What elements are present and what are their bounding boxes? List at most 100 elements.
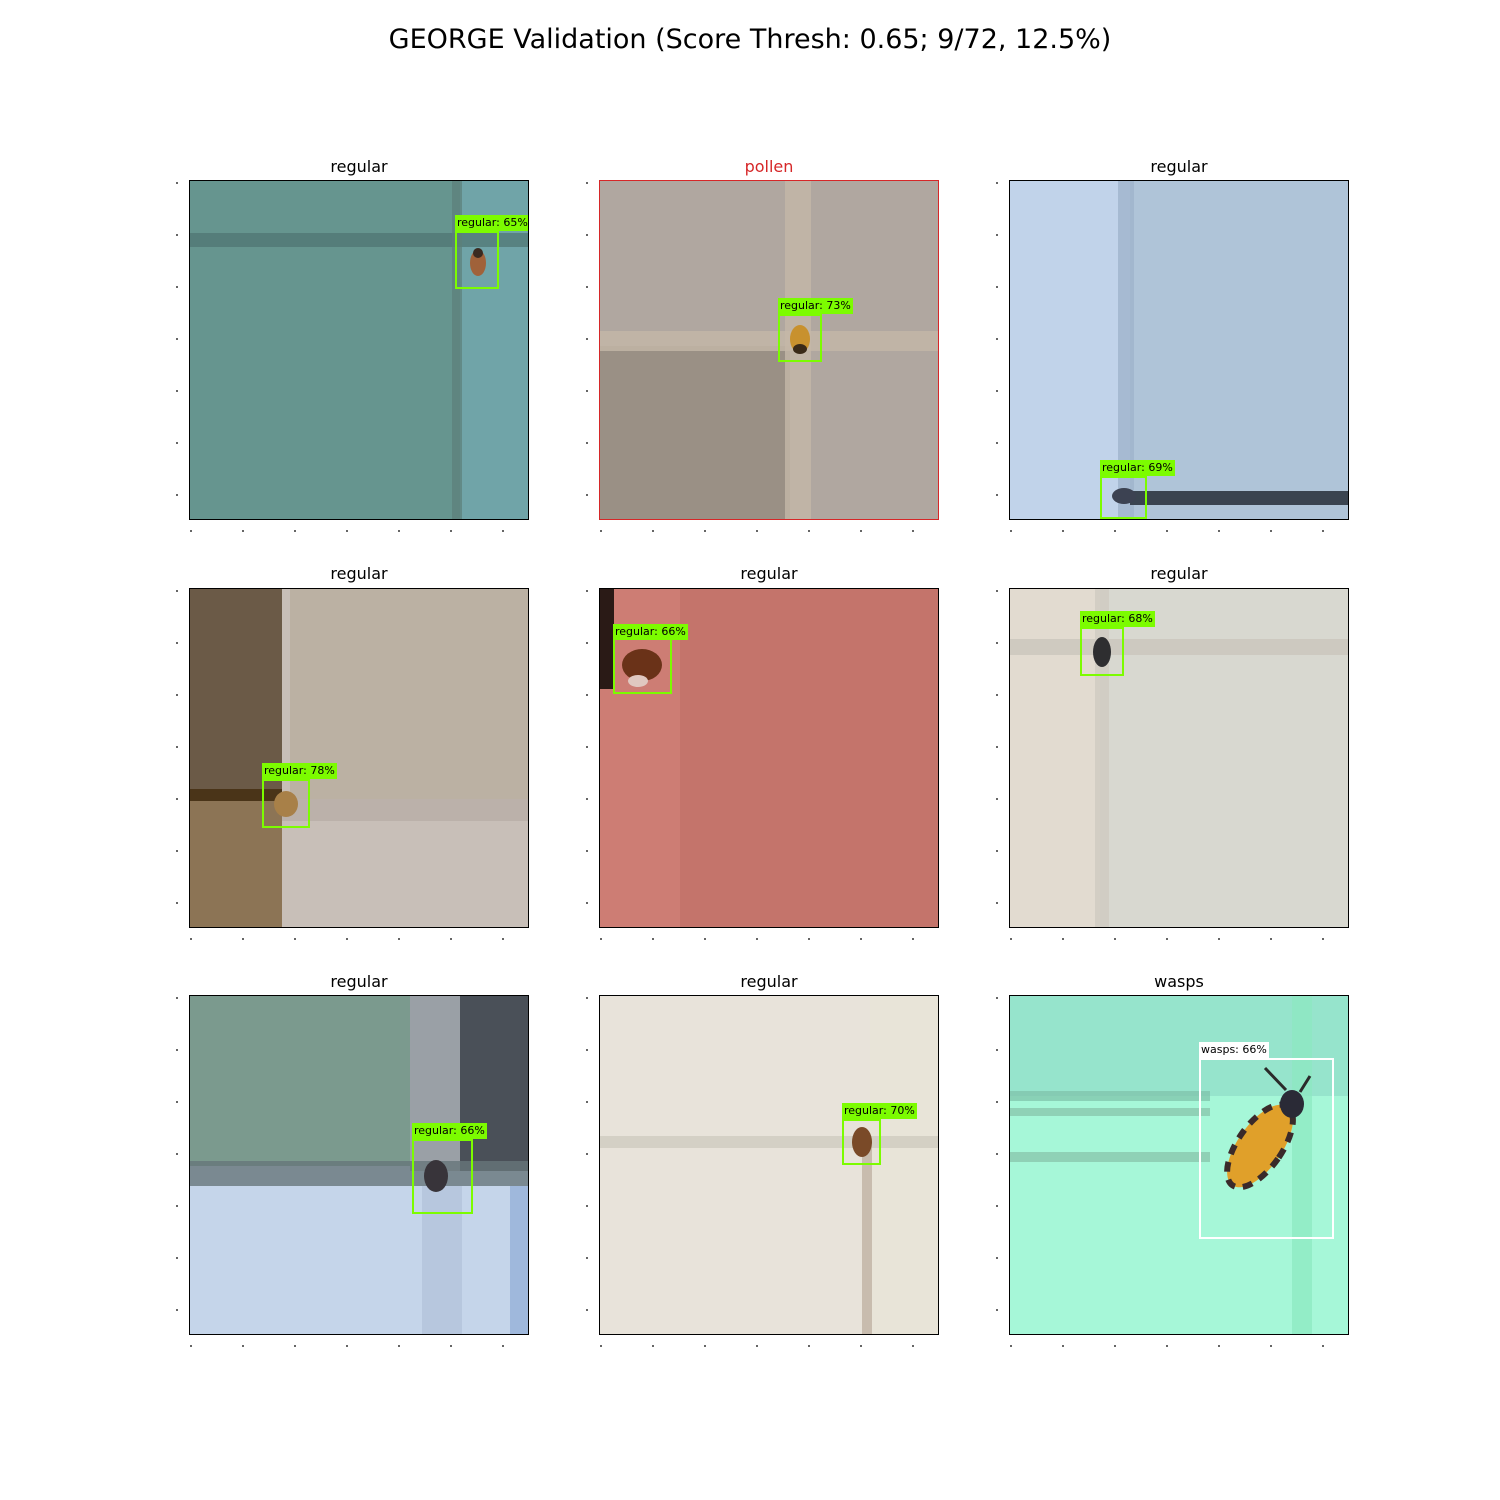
y-tick: [996, 798, 998, 800]
x-tick: [346, 530, 348, 532]
panel-2-title: pollen: [744, 157, 794, 176]
x-tick: [1218, 938, 1220, 940]
x-tick: [912, 530, 914, 532]
x-tick: [190, 1345, 192, 1347]
y-tick: [586, 442, 588, 444]
x-tick: [600, 938, 602, 940]
x-tick: [1218, 530, 1220, 532]
y-tick: [176, 182, 178, 184]
y-tick: [996, 1205, 998, 1207]
detection-box: [1080, 627, 1124, 676]
y-tick: [176, 694, 178, 696]
x-tick: [294, 938, 296, 940]
x-tick: [242, 1345, 244, 1347]
y-tick: [176, 1309, 178, 1311]
y-tick: [586, 902, 588, 904]
x-tick: [1322, 938, 1324, 940]
y-tick: [176, 442, 178, 444]
x-tick: [808, 1345, 810, 1347]
y-tick: [176, 902, 178, 904]
x-tick: [190, 938, 192, 940]
x-tick: [190, 530, 192, 532]
y-tick: [586, 286, 588, 288]
panel-4-image: regular: 78%: [189, 588, 529, 928]
y-tick: [996, 1049, 998, 1051]
detection-label: regular: 65%: [455, 215, 528, 231]
y-tick: [996, 746, 998, 748]
detection-label: regular: 68%: [1080, 611, 1155, 627]
y-tick: [996, 850, 998, 852]
x-tick: [242, 530, 244, 532]
bee-photo-8: [600, 996, 938, 1334]
y-tick: [176, 234, 178, 236]
x-tick: [756, 1345, 758, 1347]
y-tick: [176, 494, 178, 496]
x-tick: [1166, 530, 1168, 532]
x-tick: [1010, 1345, 1012, 1347]
x-tick: [1166, 938, 1168, 940]
y-tick: [586, 234, 588, 236]
y-tick: [996, 286, 998, 288]
x-tick: [652, 938, 654, 940]
y-tick: [996, 442, 998, 444]
detection-label: regular: 70%: [842, 1103, 917, 1119]
y-tick: [176, 850, 178, 852]
x-tick: [912, 1345, 914, 1347]
x-tick: [502, 938, 504, 940]
panel-9-title: wasps: [1154, 972, 1204, 991]
x-tick: [756, 938, 758, 940]
x-tick: [1322, 1345, 1324, 1347]
panel-9-image: wasps: 66%: [1009, 995, 1349, 1335]
y-tick: [996, 234, 998, 236]
detection-label: regular: 78%: [262, 763, 337, 779]
detection-label: regular: 66%: [613, 624, 688, 640]
y-tick: [586, 1309, 588, 1311]
x-tick: [1114, 530, 1116, 532]
detection-label: regular: 73%: [778, 298, 853, 314]
panel-4-title: regular: [330, 564, 388, 583]
y-tick: [996, 1257, 998, 1259]
y-tick: [176, 1101, 178, 1103]
y-tick: [176, 590, 178, 592]
panel-3-image: regular: 69%: [1009, 180, 1349, 520]
x-tick: [860, 938, 862, 940]
detection-box: [613, 637, 672, 694]
y-tick: [996, 182, 998, 184]
y-tick: [996, 642, 998, 644]
panel-6-title: regular: [1150, 564, 1208, 583]
y-tick: [996, 338, 998, 340]
bee-photo-1: [190, 181, 528, 519]
y-tick: [996, 494, 998, 496]
y-tick: [586, 1049, 588, 1051]
x-tick: [1218, 1345, 1220, 1347]
x-tick: [600, 530, 602, 532]
y-tick: [176, 1049, 178, 1051]
y-tick: [996, 902, 998, 904]
panel-5-image: regular: 66%: [599, 588, 939, 928]
x-tick: [502, 1345, 504, 1347]
x-tick: [1062, 938, 1064, 940]
bee-photo-5: [600, 589, 938, 927]
panel-1-title: regular: [330, 157, 388, 176]
x-tick: [1270, 530, 1272, 532]
y-tick: [176, 286, 178, 288]
y-tick: [176, 642, 178, 644]
x-tick: [912, 938, 914, 940]
bee-photo-2: [600, 181, 938, 519]
x-tick: [600, 1345, 602, 1347]
x-tick: [860, 1345, 862, 1347]
detection-label: wasps: 66%: [1199, 1042, 1269, 1058]
x-tick: [704, 530, 706, 532]
x-tick: [398, 1345, 400, 1347]
y-tick: [586, 1153, 588, 1155]
panel-8-title: regular: [740, 972, 798, 991]
panel-2-image: regular: 73%: [599, 180, 939, 520]
y-tick: [586, 1257, 588, 1259]
y-tick: [586, 1205, 588, 1207]
panel-8-image: regular: 70%: [599, 995, 939, 1335]
x-tick: [346, 938, 348, 940]
y-tick: [176, 1257, 178, 1259]
y-tick: [176, 390, 178, 392]
bee-photo-4: [190, 589, 528, 927]
x-tick: [860, 530, 862, 532]
